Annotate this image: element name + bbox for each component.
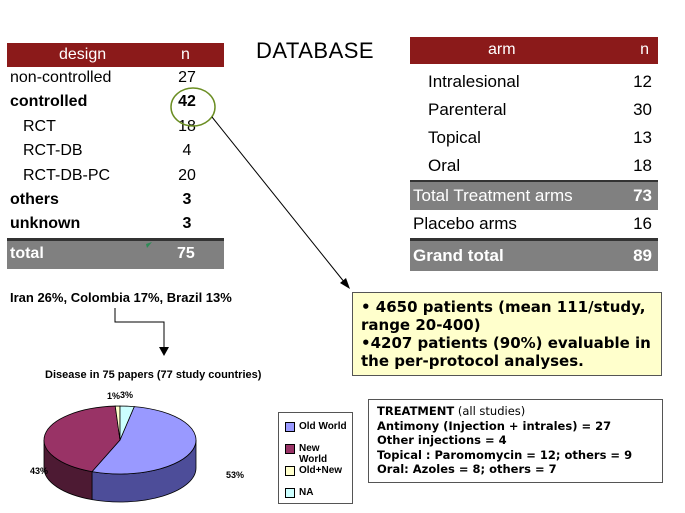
row-value: 13 [633,128,652,147]
countries-text: Iran 26%, Colombia 17%, Brazil 13% [10,290,232,305]
legend-item: Old+New [283,463,348,485]
row-label: controlled [10,93,88,111]
countries-arrow-line [114,308,165,348]
legend-label: NA [299,487,314,498]
pie-title: Disease in 75 papers (77 study countries… [45,369,262,381]
placebo-label: Placebo arms [413,214,517,233]
table-row: RCT 18 [7,116,224,140]
row-label: RCT-DB [23,142,83,160]
pie-label-old-world: 53% [226,470,245,480]
pie-label-na: 3% [120,390,134,400]
patients-box: • 4650 patients (mean 111/study, range 2… [352,292,662,376]
legend-swatch [285,422,295,432]
row-value: 20 [178,166,196,184]
table-row: RCT-DB-PC 20 [7,165,224,189]
legend-label: Old World [299,421,347,432]
pie-label-new-world: 43% [30,466,49,476]
legend-swatch [285,444,295,454]
row-label: non-controlled [10,69,112,86]
table-row: Oral 18 [410,152,658,180]
design-header-label: design [59,46,107,63]
row-label: Parenteral [428,100,507,119]
table-row: non-controlled 27 [7,67,224,91]
legend-label: New World [299,443,328,465]
row-label: RCT-DB-PC [23,166,111,184]
treatment-line: Topical : Paromomycin = 12; others = 9 [377,447,633,462]
row-value: 12 [633,72,652,91]
row-value: 30 [633,100,652,119]
row-value: 27 [178,69,196,86]
legend-item: NA [283,485,348,507]
row-value: 3 [182,215,192,233]
connector-line [211,116,346,284]
arm-header-value: n [640,41,649,58]
table-row: controlled 42 [7,91,224,115]
row-value: 18 [178,117,196,135]
grand-total-value: 89 [633,246,652,265]
legend-item: Old World [283,419,348,441]
patients-line-2: •4207 patients (90%) evaluable in the pe… [361,334,651,370]
treatment-heading-note: (all studies) [454,404,526,418]
grand-total-label: Grand total [413,246,504,265]
row-label: RCT [23,117,56,135]
pie-chart [43,405,197,503]
total-value: 75 [177,244,195,262]
table-row: Placebo arms 16 [410,210,658,238]
row-value: 18 [633,156,652,175]
treatment-line: Antimony (Injection + intrales) = 27 [377,418,612,433]
arm-table: arm n Intralesional 12 Parenteral 30 Top… [410,37,658,271]
treatment-line: Other injections = 4 [377,433,507,447]
pie-slice-old-world [91,406,197,475]
pie-slice-na [119,405,135,441]
design-header-value: n [181,46,190,63]
subtotal-value: 73 [633,186,652,205]
subtotal-label: Total Treatment arms [413,186,573,205]
design-total-row: total 75 [7,237,224,269]
row-value: 42 [178,93,196,111]
pie-legend: Old World New World Old+New NA [278,412,353,504]
pie-label-old-new: 1% [107,391,121,401]
row-value: 4 [182,142,192,160]
table-row: unknown 3 [7,213,224,237]
arm-grand-total-row: Grand total 89 [410,238,658,271]
table-row: Intralesional 12 [410,68,658,96]
table-row: RCT-DB 4 [7,140,224,164]
countries-arrowhead [159,347,169,356]
legend-swatch [285,488,295,498]
row-label: Topical [428,128,481,147]
arm-header-label: arm [488,41,516,58]
placebo-value: 16 [633,214,652,233]
row-label: Oral [428,156,461,175]
page-title: DATABASE [256,38,375,63]
row-label: Intralesional [428,72,520,91]
table-row: Parenteral 30 [410,96,658,124]
pie-slice-new-world [43,405,121,473]
legend-label: Old+New [299,465,343,476]
arm-table-header: arm n [410,37,658,64]
table-row: others 3 [7,189,224,213]
treatment-heading: TREATMENT [377,404,455,418]
arm-subtotal-row: Total Treatment arms 73 [410,180,658,210]
table-row: Topical 13 [410,124,658,152]
patients-line-1: • 4650 patients (mean 111/study, range 2… [361,298,646,334]
legend-item: New World [283,441,348,465]
total-label: total [10,244,44,262]
row-label: unknown [10,215,81,233]
row-value: 3 [182,190,192,208]
legend-swatch [285,466,295,476]
design-table: design n non-controlled 27 controlled 42… [7,43,224,269]
row-label: others [10,190,59,208]
treatment-line: Oral: Azoles = 8; others = 7 [377,462,557,476]
treatment-box: TREATMENT (all studies) Antimony (Inject… [368,399,663,483]
design-table-header: design n [7,43,224,67]
connector-arrowhead [340,278,350,289]
treatment-heading-line: TREATMENT (all studies) [377,404,654,419]
